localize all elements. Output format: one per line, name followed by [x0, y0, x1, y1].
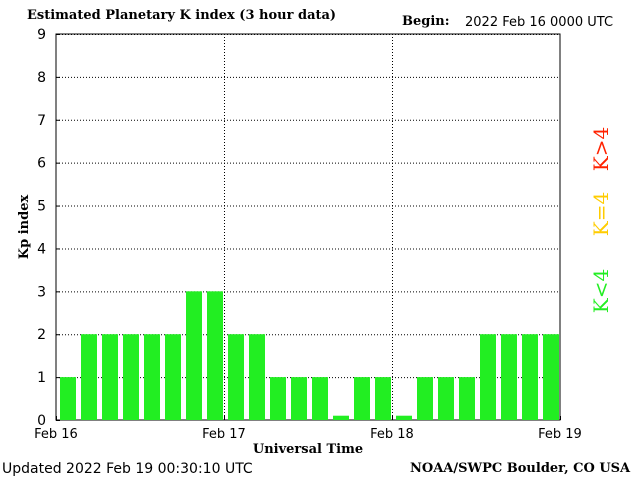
kp-bar	[207, 291, 223, 420]
kp-bar	[480, 334, 496, 420]
x-axis-ticks: Feb 16 Feb 17 Feb 18 Feb 19	[34, 416, 582, 442]
y-tick-label: 9	[37, 27, 46, 43]
x-tick-label: Feb 16	[34, 427, 78, 442]
kp-bar	[81, 334, 97, 420]
kp-bar	[291, 377, 307, 420]
kp-bar	[438, 377, 454, 420]
kp-bar	[312, 377, 328, 420]
y-tick-label: 8	[37, 70, 46, 86]
y-axis-ticks: 0 1 2 3 4 5 6 7 8 9	[37, 27, 60, 429]
y-tick-label: 4	[37, 241, 46, 257]
begin-label: Begin:	[402, 14, 450, 29]
kp-bar	[501, 334, 517, 420]
y-tick-label: 5	[37, 199, 46, 215]
kp-bar	[144, 334, 160, 420]
kp-bar	[270, 377, 286, 420]
kp-bar	[333, 415, 349, 420]
y-tick-label: 0	[37, 413, 46, 429]
x-tick-label: Feb 18	[370, 427, 414, 442]
y-tick-label: 7	[37, 113, 46, 129]
kp-bar	[228, 334, 244, 420]
y-tick-label: 1	[37, 370, 46, 386]
legend-high: K>4	[589, 127, 613, 171]
kp-bar	[102, 334, 118, 420]
kp-bar	[522, 334, 538, 420]
kp-bar	[60, 377, 76, 420]
y-axis-label: Kp index	[17, 195, 32, 260]
x-axis-label: Universal Time	[253, 442, 363, 457]
kp-bar	[375, 377, 391, 420]
kp-bar	[459, 377, 475, 420]
kp-bar	[543, 334, 559, 420]
begin-value: 2022 Feb 16 0000 UTC	[465, 15, 614, 30]
updated-timestamp: Updated 2022 Feb 19 00:30:10 UTC	[2, 461, 253, 477]
y-tick-label: 2	[37, 327, 46, 343]
x-tick-label: Feb 19	[538, 427, 582, 442]
legend-low: K<4	[589, 269, 613, 313]
kp-bar	[354, 377, 370, 420]
chart-title: Estimated Planetary K index (3 hour data…	[27, 8, 337, 23]
bar-series	[60, 291, 559, 420]
y-tick-label: 6	[37, 156, 46, 172]
kp-bar	[249, 334, 265, 420]
kp-bar	[186, 291, 202, 420]
kp-bar	[417, 377, 433, 420]
kp-bar	[165, 334, 181, 420]
credit-text: NOAA/SWPC Boulder, CO USA	[410, 461, 631, 476]
grid-lines	[56, 34, 560, 420]
x-tick-label: Feb 17	[202, 427, 246, 442]
y-tick-label: 3	[37, 284, 46, 300]
kp-bar	[396, 415, 412, 420]
legend-mid: K=4	[589, 192, 613, 236]
kp-bar	[123, 334, 139, 420]
